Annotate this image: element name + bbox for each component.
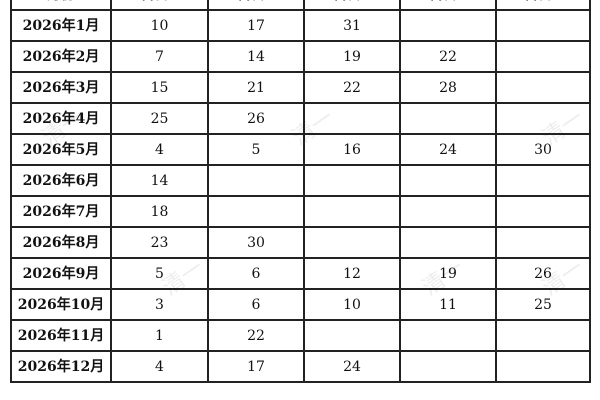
table-row: 2026年3月 15 21 22 28 [10,71,591,104]
day-cell [303,226,401,259]
day-cell [495,319,591,352]
table-row: 2026年1月 10 17 31 [10,9,591,42]
table-row: 2026年10月 3 6 10 11 25 [10,288,591,321]
day-cell [303,195,401,228]
day-cell [495,71,591,104]
month-cell: 2026年3月 [10,71,112,104]
day-cell: 24 [399,133,497,166]
day-cell: 30 [207,226,305,259]
day-cell [303,319,401,352]
day-cell [303,164,401,197]
day-cell: 22 [303,71,401,104]
column-header: 吉日1 [110,0,209,11]
table-row: 2026年11月 1 22 [10,319,591,352]
column-header: 吉日4 [399,0,497,11]
month-cell: 2026年4月 [10,102,112,135]
day-cell: 21 [207,71,305,104]
day-cell: 22 [399,40,497,73]
day-cell: 25 [495,288,591,321]
day-cell: 12 [303,257,401,290]
day-cell: 10 [303,288,401,321]
day-cell: 3 [110,288,209,321]
auspicious-days-table: 月份吉日1吉日2吉日3吉日4吉日5 2026年1月1017312026年2月71… [10,0,591,383]
month-cell: 2026年10月 [10,288,112,321]
day-cell: 24 [303,350,401,383]
day-cell: 6 [207,257,305,290]
day-cell: 5 [207,133,305,166]
day-cell [399,226,497,259]
month-cell: 2026年5月 [10,133,112,166]
day-cell: 6 [207,288,305,321]
day-cell [207,164,305,197]
day-cell: 25 [110,102,209,135]
month-cell: 2026年9月 [10,257,112,290]
month-cell: 2026年11月 [10,319,112,352]
day-cell: 5 [110,257,209,290]
day-cell: 16 [303,133,401,166]
day-cell [399,164,497,197]
day-cell [399,102,497,135]
day-cell: 26 [495,257,591,290]
month-cell: 2026年8月 [10,226,112,259]
day-cell: 31 [303,9,401,42]
day-cell [495,9,591,42]
day-cell: 7 [110,40,209,73]
column-header: 月份 [10,0,112,11]
day-cell [399,9,497,42]
day-cell: 15 [110,71,209,104]
table-row: 2026年6月 14 [10,164,591,197]
day-cell: 4 [110,350,209,383]
day-cell [207,195,305,228]
column-header: 吉日5 [495,0,591,11]
table-row: 2026年12月 4 17 24 [10,350,591,383]
day-cell: 23 [110,226,209,259]
day-cell [399,319,497,352]
day-cell: 22 [207,319,305,352]
month-cell: 2026年1月 [10,9,112,42]
table-row: 2026年4月 25 26 [10,102,591,135]
day-cell [399,350,497,383]
day-cell: 10 [110,9,209,42]
header-row: 月份吉日1吉日2吉日3吉日4吉日5 [10,0,591,11]
month-cell: 2026年2月 [10,40,112,73]
day-cell: 28 [399,71,497,104]
day-cell: 26 [207,102,305,135]
day-cell [399,195,497,228]
day-cell: 14 [110,164,209,197]
day-cell: 1 [110,319,209,352]
day-cell: 18 [110,195,209,228]
day-cell: 4 [110,133,209,166]
day-cell [495,226,591,259]
day-cell: 17 [207,9,305,42]
table-row: 2026年8月 23 30 [10,226,591,259]
table-row: 2026年7月 18 [10,195,591,228]
day-cell: 30 [495,133,591,166]
day-cell: 19 [303,40,401,73]
day-cell [495,195,591,228]
day-cell [495,164,591,197]
day-cell: 14 [207,40,305,73]
table-row: 2026年5月 4 5 16 24 30 [10,133,591,166]
month-cell: 2026年6月 [10,164,112,197]
day-cell: 11 [399,288,497,321]
day-cell [495,350,591,383]
table-row: 2026年9月 5 6 12 19 26 [10,257,591,290]
day-cell: 19 [399,257,497,290]
day-cell [495,40,591,73]
month-cell: 2026年12月 [10,350,112,383]
month-cell: 2026年7月 [10,195,112,228]
day-cell [495,102,591,135]
day-cell: 17 [207,350,305,383]
column-header: 吉日3 [303,0,401,11]
column-header: 吉日2 [207,0,305,11]
table-row: 2026年2月 7 14 19 22 [10,40,591,73]
day-cell [303,102,401,135]
